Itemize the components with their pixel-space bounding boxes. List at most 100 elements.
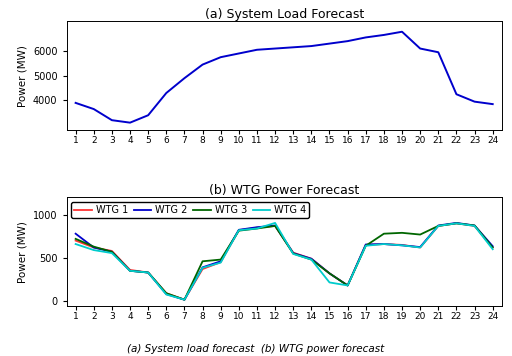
WTG 3 [200,259,206,263]
WTG 3 [489,245,496,250]
WTG 4 [181,298,187,302]
WTG 3 [453,221,459,225]
WTG 4 [417,245,423,250]
WTG 1 [308,257,314,261]
WTG 3 [417,232,423,237]
WTG 4 [381,242,387,246]
WTG 2 [200,265,206,269]
Y-axis label: Power (MW): Power (MW) [17,45,27,107]
WTG 1 [91,245,97,250]
WTG 2 [417,245,423,249]
WTG 4 [308,257,314,262]
WTG 3 [345,283,351,288]
Legend: WTG 1, WTG 2, WTG 3, WTG 4: WTG 1, WTG 2, WTG 3, WTG 4 [71,202,309,218]
WTG 4 [453,221,459,225]
WTG 3 [218,257,224,262]
WTG 3 [399,231,405,235]
Text: (a) System load forecast  (b) WTG power forecast: (a) System load forecast (b) WTG power f… [127,345,385,355]
WTG 4 [163,292,169,297]
WTG 4 [399,243,405,247]
WTG 4 [254,226,260,231]
WTG 1 [163,291,169,295]
WTG 4 [290,252,296,256]
WTG 3 [362,244,369,248]
WTG 1 [417,245,423,250]
WTG 4 [489,247,496,251]
WTG 2 [308,257,314,261]
WTG 2 [472,223,478,227]
WTG 1 [145,270,151,274]
WTG 3 [308,257,314,262]
WTG 3 [381,231,387,236]
WTG 4 [435,224,441,228]
WTG 3 [73,237,79,241]
WTG 3 [109,250,115,254]
Line: WTG 1: WTG 1 [76,223,493,300]
WTG 1 [381,242,387,246]
WTG 4 [327,280,333,284]
Line: WTG 3: WTG 3 [76,223,493,300]
WTG 4 [345,283,351,288]
Title: (a) System Load Forecast: (a) System Load Forecast [204,8,364,21]
WTG 1 [254,225,260,230]
WTG 2 [254,225,260,229]
Line: WTG 4: WTG 4 [76,223,493,300]
WTG 2 [272,223,278,227]
WTG 2 [91,245,97,250]
WTG 2 [181,298,187,302]
WTG 2 [127,269,133,273]
WTG 4 [200,266,206,270]
WTG 1 [345,283,351,288]
WTG 3 [327,271,333,276]
WTG 2 [109,250,115,254]
WTG 4 [91,248,97,252]
WTG 4 [73,242,79,246]
WTG 1 [399,243,405,247]
WTG 1 [218,260,224,264]
WTG 2 [236,228,242,232]
WTG 1 [200,267,206,271]
WTG 3 [435,224,441,228]
WTG 1 [453,221,459,225]
WTG 2 [453,221,459,225]
WTG 2 [399,243,405,247]
WTG 4 [272,221,278,225]
WTG 1 [472,224,478,228]
WTG 3 [236,229,242,233]
WTG 3 [472,223,478,227]
WTG 3 [290,251,296,256]
WTG 4 [236,228,242,232]
WTG 4 [218,261,224,265]
WTG 2 [381,242,387,246]
WTG 3 [145,270,151,274]
WTG 4 [127,269,133,273]
WTG 3 [254,226,260,231]
WTG 2 [489,244,496,248]
WTG 2 [435,223,441,227]
WTG 2 [345,283,351,288]
WTG 1 [181,298,187,302]
WTG 2 [362,242,369,247]
Title: (b) WTG Power Forecast: (b) WTG Power Forecast [209,184,359,198]
WTG 2 [218,259,224,263]
WTG 1 [435,224,441,228]
WTG 4 [109,251,115,255]
WTG 3 [272,224,278,228]
WTG 2 [73,231,79,236]
WTG 1 [327,271,333,276]
WTG 4 [362,244,369,248]
WTG 3 [91,245,97,249]
WTG 3 [163,291,169,295]
WTG 1 [236,228,242,232]
WTG 2 [327,271,333,276]
WTG 1 [73,239,79,243]
Y-axis label: Power (MW): Power (MW) [17,221,28,283]
WTG 2 [145,270,151,274]
Line: WTG 2: WTG 2 [76,223,493,300]
WTG 1 [290,251,296,255]
WTG 2 [290,251,296,255]
WTG 1 [109,249,115,253]
WTG 3 [181,298,187,302]
WTG 4 [145,270,151,274]
WTG 1 [127,268,133,272]
